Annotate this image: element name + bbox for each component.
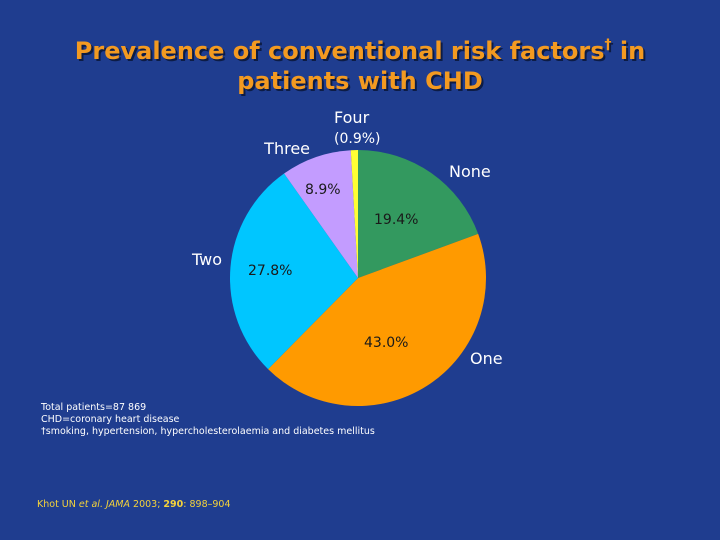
citation-etal: et al.: [78, 499, 103, 510]
title-line-1: Prevalence of conventional risk factors†…: [75, 37, 645, 65]
pie-slice-none: [358, 150, 479, 278]
pie-slice-four: [350, 150, 358, 278]
citation-volume: 290: [163, 499, 184, 510]
footnote-chd-definition: CHD=coronary heart disease: [41, 414, 180, 425]
citation-authors: Khot UN: [37, 499, 79, 510]
title-dagger: †: [604, 37, 612, 53]
slice-label-one: One: [470, 349, 503, 368]
slice-label-three: Three: [263, 139, 310, 158]
citation-journal: JAMA: [106, 499, 130, 510]
title-line-2: patients with CHD: [237, 67, 483, 95]
citation-pages: : 898–904: [183, 499, 231, 510]
slice-value-three: 8.9%: [305, 182, 341, 198]
slide-title: Prevalence of conventional risk factors†…: [0, 30, 720, 96]
slice-value-two: 27.8%: [248, 263, 292, 279]
pie-slice-two: [230, 173, 358, 370]
title-text: Prevalence of conventional risk factors: [74, 37, 605, 65]
slice-value-four: (0.9%): [334, 131, 381, 147]
slice-value-none: 19.4%: [374, 212, 418, 228]
slice-value-one: 43.0%: [364, 335, 408, 351]
slice-label-four: Four: [334, 108, 370, 127]
slice-label-two: Two: [191, 250, 222, 269]
footnote-risk-factors: †smoking, hypertension, hypercholesterol…: [41, 426, 375, 437]
title-text-end: in: [611, 37, 646, 65]
pie-slice-three: [284, 150, 358, 278]
footnote-total-patients: Total patients=87 869: [41, 402, 147, 413]
slice-label-none: None: [449, 162, 491, 181]
pie-slice-one: [268, 233, 487, 406]
citation: Khot UN et al. JAMA 2003; 290: 898–904: [37, 499, 231, 510]
footnotes: Total patients=87 869 CHD=coronary heart…: [41, 402, 375, 438]
citation-year: 2003;: [130, 499, 164, 510]
